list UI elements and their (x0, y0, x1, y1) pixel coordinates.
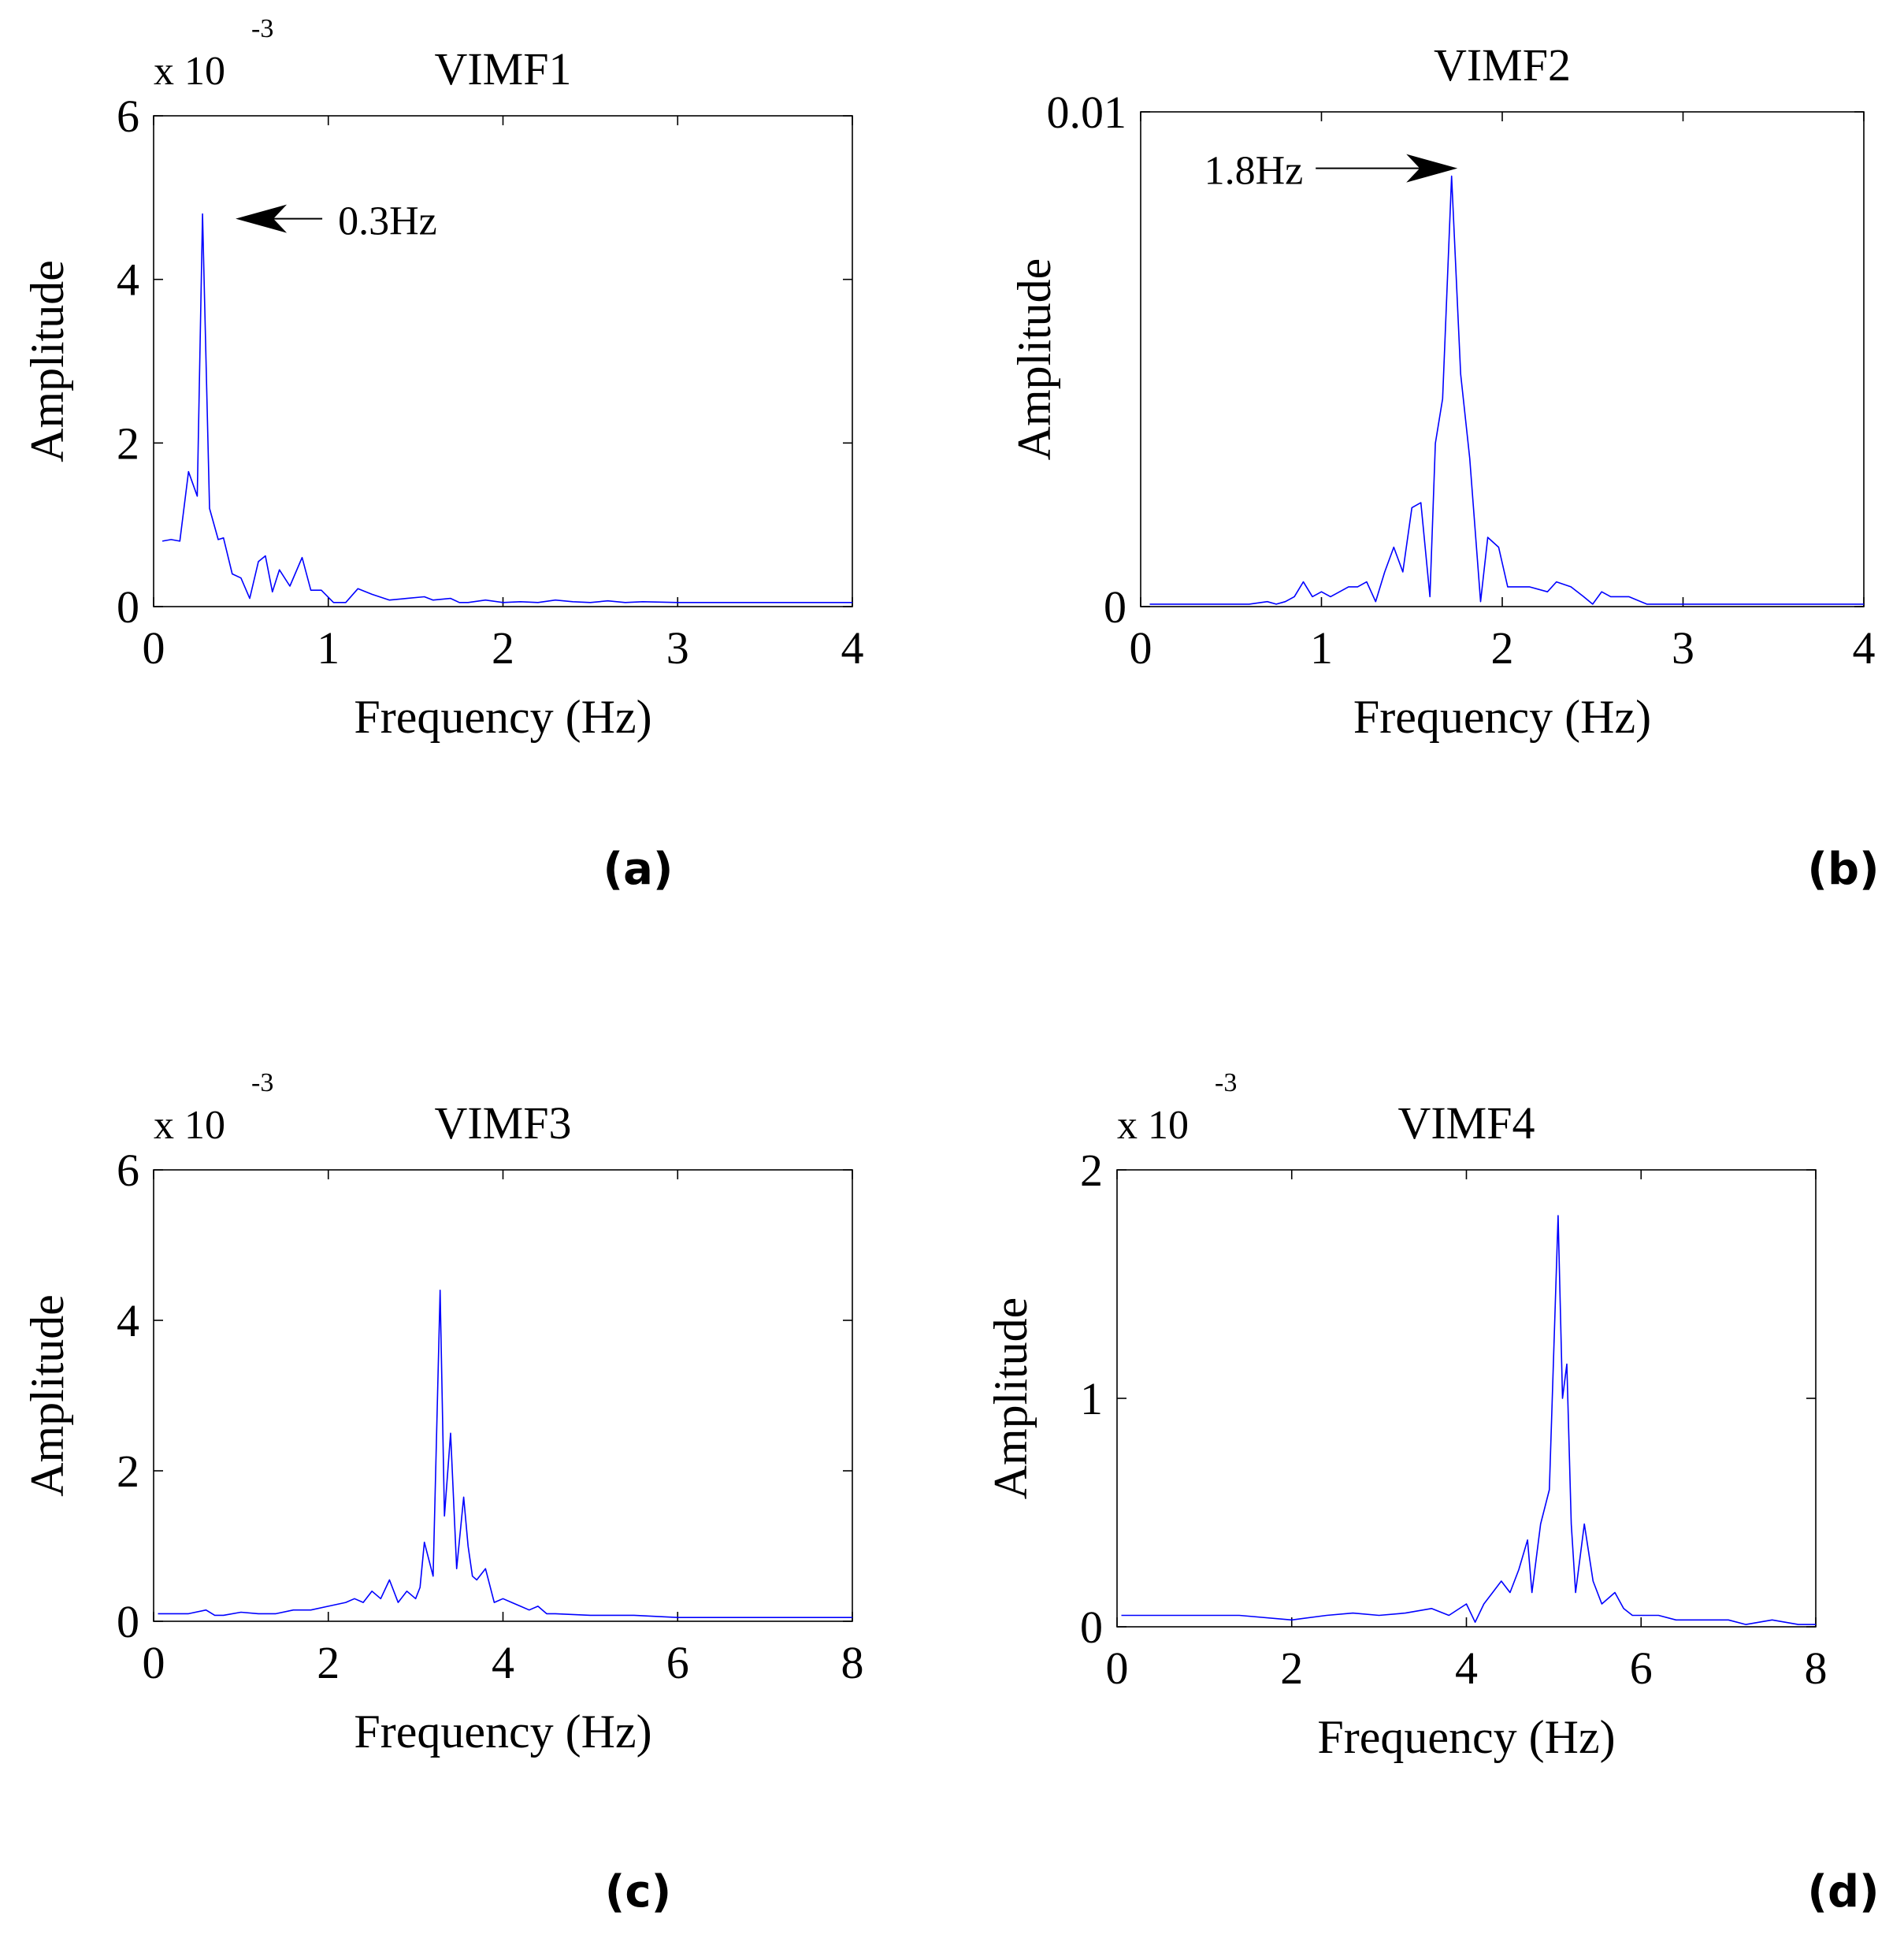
chart-panel-a: 0 1 2 3 4 0 2 4 6 x 10 -3 VIMF1 Frequency (Hz) Amplit… (21, 14, 864, 895)
x-tick-label-b: 2 (1491, 622, 1514, 674)
x-tick-label-a: 3 (666, 622, 689, 674)
x-tick-label-a: 0 (143, 622, 165, 674)
series-line-c-0 (158, 1290, 852, 1618)
series-line-d-0 (1121, 1215, 1816, 1625)
chart-title-a: VIMF1 (434, 43, 571, 95)
x-axis-label-a: Frequency (Hz) (354, 691, 651, 743)
plot-frame-a (153, 115, 853, 607)
y-tick-label-b: 0.01 (1047, 87, 1127, 138)
exponent-power-d: -3 (1215, 1068, 1237, 1097)
x-tick-label-c: 0 (143, 1637, 165, 1688)
x-axis-label-d: Frequency (Hz) (1317, 1711, 1615, 1763)
x-tick-label-a: 4 (841, 622, 864, 674)
chart-panel-c: 0 2 4 6 8 0 2 4 6 x 10 -3 VIMF3 Frequency (Hz) Amplit… (21, 1068, 864, 1917)
y-tick-label-b: 0 (1104, 581, 1126, 633)
x-tick-label-d: 4 (1455, 1643, 1478, 1694)
x-tick-label-d: 2 (1280, 1643, 1303, 1694)
chart-title-c: VIMF3 (434, 1097, 571, 1149)
annotation-text-a: 0.3Hz (338, 199, 437, 244)
panel-label-b: (b) (1807, 844, 1879, 895)
x-tick-label-a: 2 (492, 622, 514, 674)
y-axis-label-c: Amplitude (21, 1294, 73, 1497)
panel-label-d: (d) (1807, 1866, 1879, 1917)
chart-panel-b: 0 1 2 3 4 0 0.01 VIMF2 Frequency (Hz) Amplitude 1.… (1008, 39, 1880, 895)
chart-title-b: VIMF2 (1434, 39, 1571, 91)
y-tick-label-a: 0 (117, 581, 139, 633)
x-tick-label-b: 4 (1853, 622, 1876, 674)
annotation-arrow-head-b (1406, 154, 1458, 183)
y-tick-label-d: 0 (1080, 1602, 1103, 1653)
series-line-b-0 (1149, 175, 1864, 605)
chart-panel-d: 0 2 4 6 8 0 1 2 x 10 -3 VIMF4 Frequency (Hz) Amplitu… (985, 1068, 1880, 1917)
x-tick-label-b: 0 (1130, 622, 1152, 674)
x-axis-label-b: Frequency (Hz) (1353, 691, 1651, 743)
plot-frame-c (153, 1169, 853, 1622)
y-axis-label-d: Amplitude (985, 1297, 1037, 1500)
x-tick-label-d: 6 (1630, 1643, 1653, 1694)
x-tick-label-d: 0 (1106, 1643, 1129, 1694)
x-tick-label-b: 1 (1310, 622, 1333, 674)
panel-label-a: (a) (603, 844, 674, 895)
x-tick-label-c: 2 (317, 1637, 340, 1688)
y-axis-label-b: Amplitude (1008, 258, 1060, 461)
plot-frame-d (1116, 1169, 1817, 1628)
annotation-text-b: 1.8Hz (1204, 149, 1304, 194)
panel-label-c: (c) (605, 1866, 671, 1917)
x-tick-label-a: 1 (317, 622, 340, 674)
y-tick-label-a: 4 (117, 254, 139, 306)
y-tick-label-c: 4 (117, 1295, 139, 1346)
y-tick-label-a: 2 (117, 418, 139, 469)
annotation-arrow-head-a (236, 204, 288, 233)
exponent-power-c: -3 (251, 1068, 273, 1097)
series-line-a-0 (161, 213, 852, 603)
exponent-prefix-a: x 10 (154, 49, 225, 94)
chart-title-d: VIMF4 (1397, 1097, 1535, 1149)
x-tick-label-d: 8 (1805, 1643, 1828, 1694)
exponent-prefix-c: x 10 (154, 1103, 225, 1148)
y-tick-label-c: 0 (117, 1596, 139, 1647)
x-tick-label-c: 4 (492, 1637, 514, 1688)
y-tick-label-d: 2 (1080, 1145, 1103, 1196)
y-tick-label-c: 2 (117, 1446, 139, 1497)
y-tick-label-a: 6 (117, 91, 139, 142)
x-axis-label-c: Frequency (Hz) (354, 1706, 651, 1758)
y-axis-label-a: Amplitude (21, 260, 73, 462)
x-tick-label-b: 3 (1672, 622, 1694, 674)
y-tick-label-c: 6 (117, 1145, 139, 1196)
exponent-prefix-d: x 10 (1117, 1103, 1189, 1148)
exponent-power-a: -3 (251, 14, 273, 43)
x-tick-label-c: 8 (841, 1637, 864, 1688)
x-tick-label-c: 6 (666, 1637, 689, 1688)
y-tick-label-d: 1 (1080, 1373, 1103, 1424)
